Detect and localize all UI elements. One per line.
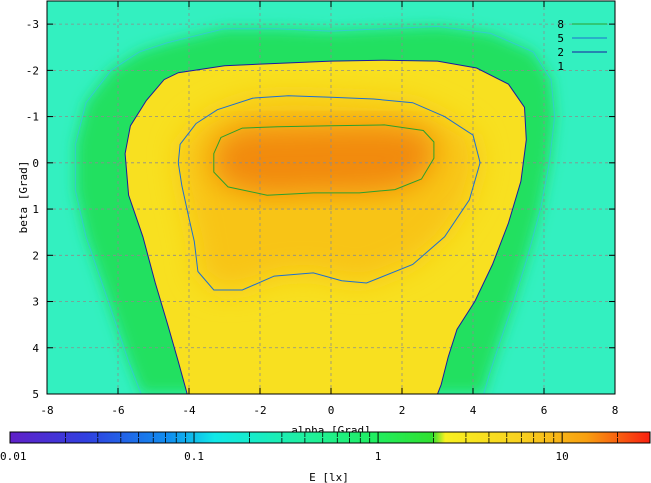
x-tick-label: 2: [399, 404, 406, 417]
y-tick-label: 4: [32, 342, 39, 355]
contour-lines: [74, 25, 556, 394]
contour-line-1: [74, 25, 556, 394]
colorbar-label: E [lx]: [309, 471, 349, 483]
x-tick-label: -2: [253, 404, 266, 417]
y-tick-label: -3: [26, 18, 39, 31]
x-tick-label: 8: [612, 404, 619, 417]
contour-line-2: [124, 59, 527, 394]
y-tick-label: 0: [32, 157, 39, 170]
grid: [47, 1, 615, 394]
x-tick-label: -8: [40, 404, 53, 417]
y-tick-label: 5: [32, 388, 39, 401]
colorbar-tick-label: 1: [375, 450, 382, 463]
colorbar-border: [9, 431, 651, 444]
heatmap-region-above-8: [213, 124, 434, 196]
x-tick-label: -6: [111, 404, 124, 417]
legend-label-1: 1: [557, 60, 564, 73]
y-tick-label: -2: [26, 64, 39, 77]
colorbar-gradient: [10, 432, 650, 443]
y-tick-label: 1: [32, 203, 39, 216]
x-tick-label: 4: [470, 404, 477, 417]
y-tick-label: -1: [26, 111, 39, 124]
x-tick-label: 0: [328, 404, 335, 417]
colorbar-tick-label: 0.01: [0, 450, 27, 463]
x-tick-label: -4: [182, 404, 196, 417]
legend-label-5: 5: [557, 32, 564, 45]
x-tick-label: 6: [541, 404, 548, 417]
legend-label-2: 2: [557, 46, 564, 59]
contour-line-5: [177, 95, 481, 291]
y-axis-label: beta [Grad]: [17, 161, 30, 234]
colorbar-tick-label: 0.1: [184, 450, 204, 463]
legend-label-8: 8: [557, 18, 564, 31]
colorbar: 0.01 0.1 1 10 E [lx]: [0, 431, 651, 483]
contour-line-8: [213, 124, 435, 196]
colorbar-tick-label: 10: [556, 450, 569, 463]
y-tick-label: 2: [32, 249, 39, 262]
plot-area: [47, 1, 615, 394]
y-tick-label: 3: [32, 296, 39, 309]
